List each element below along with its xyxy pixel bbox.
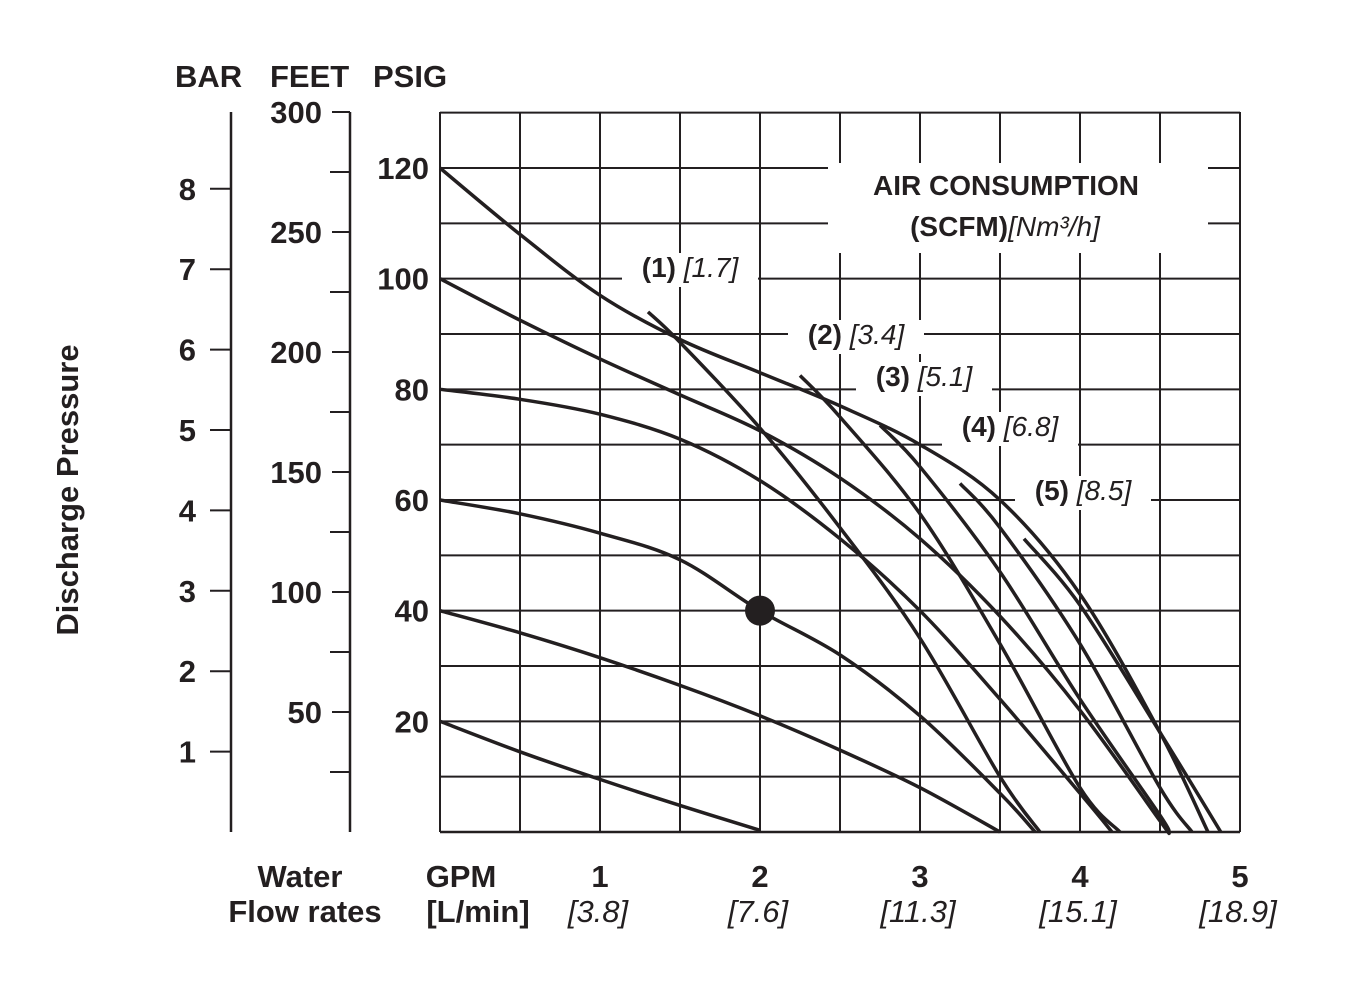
air-consumption-curves bbox=[646, 310, 1223, 834]
air-label-bg bbox=[622, 253, 758, 287]
air-consumption-curve bbox=[1022, 537, 1223, 833]
x-axis-tick-labels: 1[3.8] 2[7.6] 3[11.3] 4[15.1] 5[18.9] bbox=[567, 859, 1278, 929]
bar-tick-label: 5 bbox=[179, 413, 196, 448]
x-tick-gpm-label: 3 bbox=[911, 859, 928, 894]
y-axis-title: Discharge Pressure bbox=[50, 344, 85, 635]
gpm-unit-label: GPM bbox=[426, 859, 497, 894]
psig-tick-label: 40 bbox=[395, 594, 429, 629]
operating-point-marker bbox=[745, 595, 775, 626]
air-consumption-subtitle: (SCFM)[Nm³/h] bbox=[910, 211, 1101, 242]
inlet-pressure-curve bbox=[439, 609, 1001, 834]
inlet-pressure-curve bbox=[439, 277, 1171, 836]
feet-tick-label: 300 bbox=[270, 95, 322, 130]
air-curve-number: (5) bbox=[1035, 475, 1077, 506]
bar-tick-label: 8 bbox=[179, 172, 196, 207]
x-tick-lmin-label: [7.6] bbox=[727, 894, 790, 929]
air-curve-label: (1) [1.7] bbox=[642, 252, 740, 283]
air-curve-label: (5) [8.5] bbox=[1035, 475, 1133, 506]
bar-axis-header: BAR bbox=[175, 59, 242, 94]
bar-tick-label: 3 bbox=[179, 574, 196, 609]
air-consumption-curve bbox=[798, 374, 1122, 834]
air-label-bg bbox=[788, 320, 924, 354]
x-tick-gpm-label: 1 bbox=[591, 859, 608, 894]
inlet-pressure-curve bbox=[439, 719, 761, 832]
bar-tick-label: 4 bbox=[179, 493, 197, 528]
inlet-pressure-curve bbox=[438, 166, 1210, 833]
x-tick-gpm-label: 4 bbox=[1071, 859, 1089, 894]
bar-tick-label: 1 bbox=[179, 735, 196, 770]
lmin-unit-label: [L/min] bbox=[426, 894, 529, 929]
bar-tick-label: 2 bbox=[179, 654, 196, 689]
x-axis-title-line2: Flow rates bbox=[228, 894, 381, 929]
air-label-bg bbox=[1015, 476, 1151, 510]
air-consumption-curve bbox=[646, 310, 1042, 834]
air-consumption-title-bg bbox=[828, 163, 1208, 253]
psig-tick-label: 100 bbox=[377, 262, 429, 297]
feet-axis-header: FEET bbox=[270, 59, 349, 94]
air-consumption-curve bbox=[878, 424, 1171, 834]
air-label-bg bbox=[942, 412, 1078, 446]
feet-tick-label: 100 bbox=[270, 575, 322, 610]
psig-tick-label: 20 bbox=[395, 704, 429, 739]
feet-tick-label: 50 bbox=[288, 695, 322, 730]
air-curve-value: [6.8] bbox=[1003, 411, 1060, 442]
psig-tick-label: 120 bbox=[377, 151, 429, 186]
air-label-bg bbox=[856, 362, 992, 396]
air-curve-number: (1) bbox=[642, 252, 684, 283]
air-curve-label: (4) [6.8] bbox=[962, 411, 1060, 442]
bar-tick-label: 7 bbox=[179, 252, 196, 287]
air-curve-labels: (1) [1.7] (2) [3.4] (3) [5.1] (4) [6.8] (5) … bbox=[622, 252, 1151, 510]
air-curve-number: (2) bbox=[808, 319, 850, 350]
x-tick-lmin-label: [15.1] bbox=[1038, 894, 1118, 929]
air-curve-value: [3.4] bbox=[849, 319, 906, 350]
x-tick-gpm-label: 5 bbox=[1231, 859, 1248, 894]
air-consumption-title: AIR CONSUMPTION bbox=[873, 170, 1139, 201]
bar-axis-ticks: 1 2 3 4 5 6 7 8 bbox=[179, 172, 231, 770]
air-curve-value: [8.5] bbox=[1076, 475, 1133, 506]
feet-tick-label: 250 bbox=[270, 215, 322, 250]
bar-tick-label: 6 bbox=[179, 333, 196, 368]
psig-tick-label: 60 bbox=[395, 483, 429, 518]
feet-tick-label: 200 bbox=[270, 335, 322, 370]
psig-tick-label: 80 bbox=[395, 372, 429, 407]
air-curve-value: [1.7] bbox=[683, 252, 740, 283]
x-tick-lmin-label: [18.9] bbox=[1198, 894, 1278, 929]
feet-tick-label: 150 bbox=[270, 455, 322, 490]
psig-axis-header: PSIG bbox=[373, 59, 447, 94]
feet-axis-ticks: 50 100 150 200 250 300 bbox=[270, 95, 350, 773]
psig-axis-labels: 20 40 60 80 100 120 bbox=[377, 151, 429, 739]
scfm-unit: (SCFM) bbox=[910, 211, 1008, 242]
x-tick-lmin-label: [3.8] bbox=[567, 894, 630, 929]
air-consumption-curve bbox=[958, 482, 1194, 834]
x-axis-title-line1: Water bbox=[258, 859, 343, 894]
air-curve-value: [5.1] bbox=[917, 361, 974, 392]
inlet-pressure-curve bbox=[439, 387, 1114, 834]
air-curve-label: (3) [5.1] bbox=[876, 361, 974, 392]
x-tick-lmin-label: [11.3] bbox=[879, 894, 957, 929]
air-curve-number: (3) bbox=[876, 361, 918, 392]
nm3h-unit: [Nm³/h] bbox=[1007, 211, 1101, 242]
x-tick-gpm-label: 2 bbox=[751, 859, 768, 894]
air-curve-label: (2) [3.4] bbox=[808, 319, 906, 350]
air-curve-number: (4) bbox=[962, 411, 1004, 442]
